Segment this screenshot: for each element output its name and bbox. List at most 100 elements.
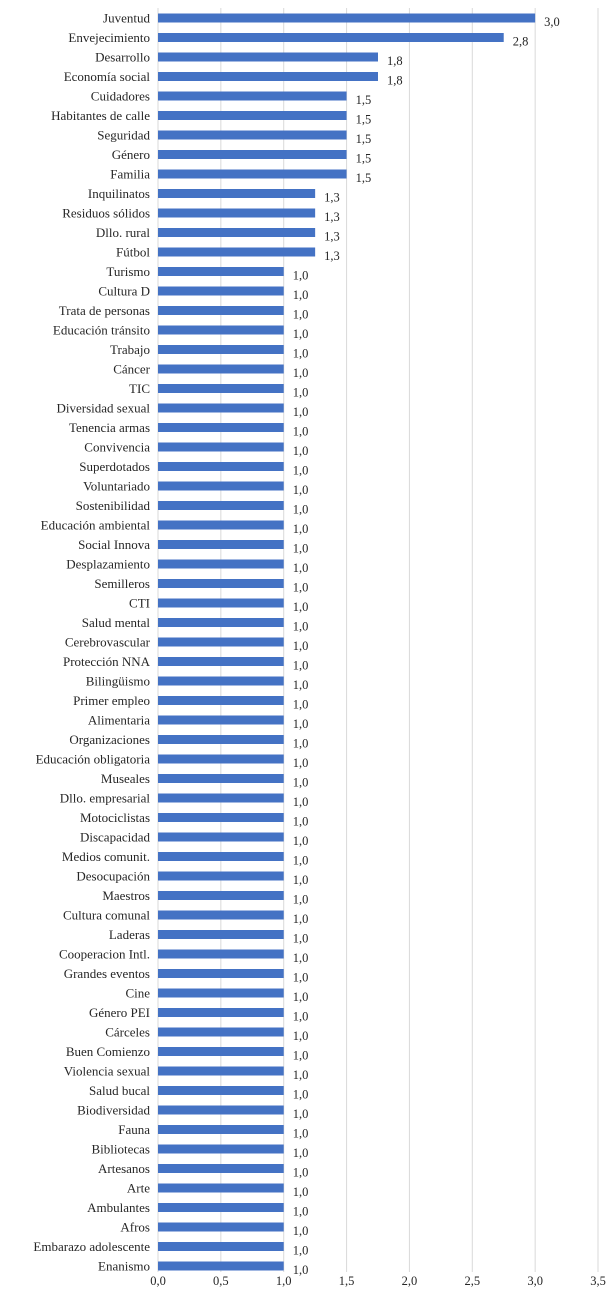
category-label: Diversidad sexual <box>56 401 150 416</box>
category-label: Embarazo adolescente <box>33 1239 150 1254</box>
bar <box>158 930 284 939</box>
bar <box>158 306 284 315</box>
bar <box>158 949 284 959</box>
bar <box>158 169 347 179</box>
category-label: Turismo <box>106 264 150 279</box>
bar <box>158 1066 284 1076</box>
bar <box>158 345 284 354</box>
category-label: Educación obligatoria <box>36 752 151 767</box>
data-label: 1,0 <box>293 483 309 497</box>
data-label: 1,0 <box>293 1224 309 1238</box>
category-label: Dllo. rural <box>96 225 151 240</box>
data-label: 1,0 <box>293 1205 309 1219</box>
category-label: Seguridad <box>97 128 150 143</box>
data-label: 1,0 <box>293 873 309 887</box>
bar <box>158 793 284 803</box>
category-label: Violencia sexual <box>64 1064 151 1079</box>
category-label: Cuidadores <box>91 89 150 104</box>
bar <box>158 91 347 101</box>
category-label: Protección NNA <box>63 654 151 669</box>
bar <box>158 423 284 432</box>
category-label: Salud bucal <box>89 1083 150 1098</box>
bar <box>158 540 284 549</box>
data-label: 1,0 <box>293 1049 309 1063</box>
data-label: 1,0 <box>293 698 309 712</box>
category-label: Sostenibilidad <box>76 498 151 513</box>
category-label: Educación tránsito <box>53 323 150 338</box>
bar <box>158 696 284 705</box>
data-label: 1,3 <box>324 191 340 205</box>
bar <box>158 33 504 42</box>
category-label: Afros <box>120 1220 150 1235</box>
data-label: 1,0 <box>293 1166 309 1180</box>
category-label: Envejecimiento <box>68 30 150 45</box>
bar <box>158 969 284 978</box>
bar <box>158 403 284 413</box>
category-label: Artesanos <box>98 1161 150 1176</box>
category-label: Desocupación <box>76 869 150 884</box>
bar <box>158 111 347 120</box>
data-label: 1,0 <box>293 308 309 322</box>
bar <box>158 1242 284 1251</box>
bar <box>158 130 347 140</box>
bar <box>158 208 316 218</box>
category-label: Maestros <box>102 888 150 903</box>
data-label: 1,5 <box>356 152 372 166</box>
bar <box>158 442 284 452</box>
data-label: 1,0 <box>293 854 309 868</box>
bar <box>158 52 378 62</box>
bar <box>158 1125 284 1134</box>
category-label: Museales <box>101 771 150 786</box>
data-label: 1,0 <box>293 1244 309 1258</box>
category-label: Cultura comunal <box>63 908 150 923</box>
data-label: 1,0 <box>293 932 309 946</box>
bar <box>158 481 284 491</box>
data-label: 1,0 <box>293 1107 309 1121</box>
category-labels: Juventud Envejecimiento Desarrollo Economía… <box>33 11 150 1274</box>
data-label: 1,0 <box>293 405 309 419</box>
x-axis-tick-labels: 0,0 0,5 1,0 1,5 2,0 2,5 3,0 3,5 <box>150 1274 606 1288</box>
category-label: Grandes eventos <box>64 966 150 981</box>
category-label: Convivencia <box>84 440 150 455</box>
category-label: Buen Comienzo <box>66 1044 150 1059</box>
data-label: 1,0 <box>293 269 309 283</box>
data-label: 1,0 <box>293 795 309 809</box>
data-label: 1,0 <box>293 1127 309 1141</box>
data-label: 1,0 <box>293 659 309 673</box>
data-label: 1,0 <box>293 639 309 653</box>
data-label: 1,0 <box>293 600 309 614</box>
data-label: 1,5 <box>356 171 372 185</box>
bar <box>158 579 284 588</box>
category-label: TIC <box>129 381 150 396</box>
data-label: 1,0 <box>293 1088 309 1102</box>
bar <box>158 657 284 666</box>
bar <box>158 735 284 744</box>
x-tick-label: 1,5 <box>339 1274 355 1288</box>
data-label: 1,0 <box>293 815 309 829</box>
data-label: 1,5 <box>356 93 372 107</box>
category-label: Motociclistas <box>80 810 150 825</box>
category-label: Desplazamiento <box>66 557 150 572</box>
data-label: 1,0 <box>293 425 309 439</box>
data-label: 1,0 <box>293 522 309 536</box>
category-label: Superdotados <box>79 459 150 474</box>
category-label: Organizaciones <box>69 732 150 747</box>
bar <box>158 891 284 900</box>
data-label: 3,0 <box>544 15 560 29</box>
category-label: Enanismo <box>98 1259 150 1274</box>
data-label: 1,3 <box>324 249 340 263</box>
category-label: Economía social <box>64 69 151 84</box>
category-label: Trabajo <box>110 342 150 357</box>
data-labels: 3,0 2,8 1,8 1,8 1,5 1,5 1,5 1,5 1,5 1,3 1,3 1,3 1,3 1… <box>293 15 560 1277</box>
x-tick-label: 3,5 <box>590 1274 606 1288</box>
bar <box>158 1105 284 1115</box>
category-label: Fútbol <box>116 245 150 260</box>
data-label: 1,0 <box>293 776 309 790</box>
bar <box>158 1261 284 1271</box>
data-label: 1,3 <box>324 230 340 244</box>
data-label: 2,8 <box>513 35 529 49</box>
data-label: 1,0 <box>293 1185 309 1199</box>
bar <box>158 1047 284 1056</box>
x-tick-label: 0,5 <box>213 1274 229 1288</box>
category-label: Cárceles <box>105 1025 150 1040</box>
